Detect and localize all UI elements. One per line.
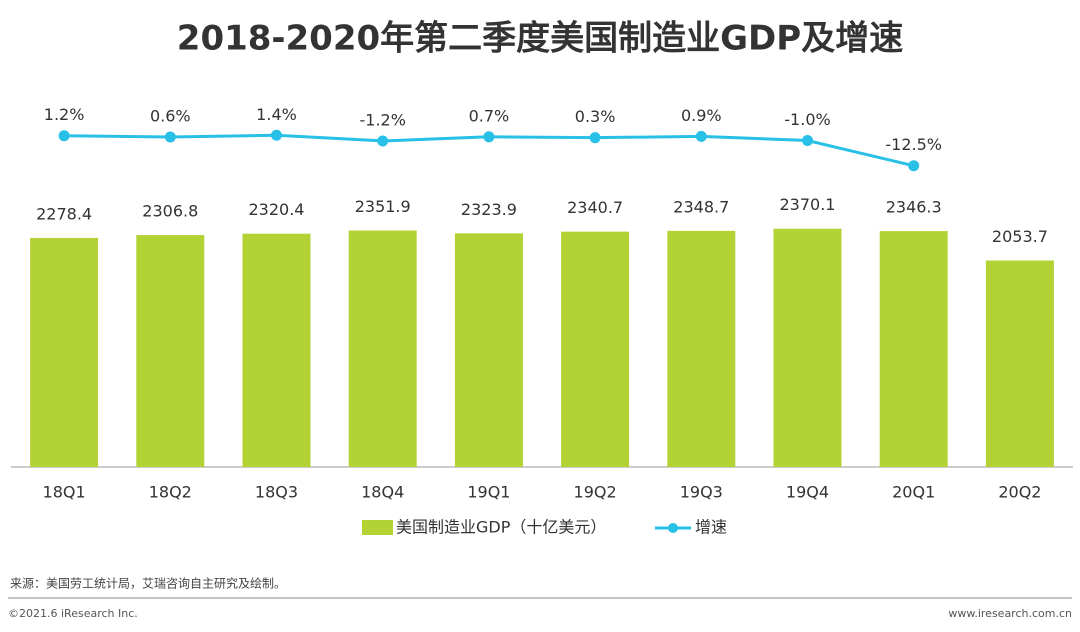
copyright: ©2021.6 iResearch Inc. bbox=[8, 607, 138, 620]
data-label: 0.6% bbox=[150, 107, 191, 126]
legend-swatch bbox=[362, 520, 393, 535]
x-tick-label: 18Q2 bbox=[149, 483, 192, 502]
x-tick-label: 18Q3 bbox=[255, 483, 298, 502]
x-tick-label: 18Q1 bbox=[43, 483, 86, 502]
data-label: 2053.7 bbox=[992, 227, 1048, 246]
bar bbox=[667, 230, 736, 467]
data-label: 2278.4 bbox=[36, 204, 92, 223]
bar bbox=[242, 233, 311, 467]
bar bbox=[348, 230, 417, 467]
data-label: -1.2% bbox=[359, 110, 405, 129]
bar bbox=[773, 228, 842, 467]
bar bbox=[985, 260, 1054, 467]
line-point bbox=[589, 132, 601, 144]
line-point bbox=[695, 130, 707, 142]
legend-label: 美国制造业GDP（十亿美元） bbox=[396, 518, 606, 537]
bar bbox=[454, 233, 523, 467]
data-label: 1.2% bbox=[44, 105, 85, 124]
x-tick-label: 19Q1 bbox=[467, 483, 510, 502]
website: www.iresearch.com.cn bbox=[948, 607, 1072, 620]
source: 来源：美国劳工统计局，艾瑞咨询自主研究及绘制。 bbox=[10, 576, 286, 591]
bar bbox=[30, 237, 99, 467]
data-label: 2306.8 bbox=[142, 202, 198, 221]
line-point bbox=[164, 131, 176, 143]
line-point bbox=[802, 135, 813, 147]
bar bbox=[136, 235, 205, 467]
x-tick-label: 19Q3 bbox=[680, 483, 723, 502]
chart-title: 2018-2020年第二季度美国制造业GDP及增速 bbox=[177, 19, 903, 59]
data-label: 2348.7 bbox=[673, 197, 729, 216]
data-label: 2340.7 bbox=[567, 198, 623, 217]
data-label: 0.7% bbox=[469, 106, 510, 125]
data-label: 0.9% bbox=[681, 106, 722, 125]
x-tick-label: 20Q2 bbox=[998, 483, 1041, 502]
line-point bbox=[377, 135, 389, 147]
data-label: 2370.1 bbox=[780, 195, 836, 214]
x-tick-label: 18Q4 bbox=[361, 483, 404, 502]
x-tick-label: 20Q1 bbox=[892, 483, 935, 502]
data-label: -1.0% bbox=[784, 110, 830, 129]
line-point bbox=[908, 160, 920, 172]
data-label: 2351.9 bbox=[355, 197, 411, 216]
x-tick-label: 19Q4 bbox=[786, 483, 829, 502]
line-point bbox=[483, 131, 495, 143]
legend-swatch bbox=[668, 523, 678, 533]
data-label: 0.3% bbox=[575, 107, 616, 126]
legend-label: 增速 bbox=[695, 518, 727, 537]
line-point bbox=[271, 129, 282, 141]
data-label: 2323.9 bbox=[461, 200, 517, 219]
bar bbox=[879, 231, 948, 467]
data-label: 2320.4 bbox=[249, 200, 305, 219]
data-label: -12.5% bbox=[885, 135, 942, 154]
data-label: 2346.3 bbox=[886, 198, 942, 217]
line-point bbox=[58, 130, 70, 142]
data-label: 1.4% bbox=[256, 105, 297, 124]
bar bbox=[561, 231, 630, 467]
x-tick-label: 19Q2 bbox=[574, 483, 617, 502]
